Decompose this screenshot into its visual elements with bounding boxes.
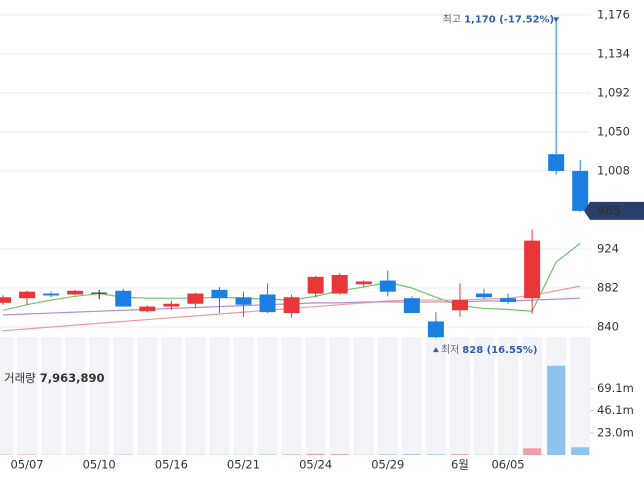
- volume-stripe: [89, 337, 109, 455]
- y-tick-label: 882: [597, 280, 619, 294]
- candle-body: [67, 291, 83, 295]
- candle-body: [284, 297, 300, 313]
- candle-body: [500, 298, 516, 302]
- volume-bar: [283, 454, 301, 455]
- candle-body: [236, 297, 252, 304]
- candle-body: [308, 277, 324, 294]
- volume-label: 거래량: [4, 371, 36, 385]
- volume-stripe: [209, 337, 229, 455]
- volume-stripe: [330, 337, 350, 455]
- candle-body: [163, 304, 179, 307]
- x-tick-label: 05/21: [227, 458, 260, 472]
- volume-tick-label: 23.0m: [597, 425, 634, 439]
- candle-body: [211, 290, 227, 298]
- candle-body: [187, 294, 203, 304]
- volume-tick-label: 46.1m: [597, 403, 634, 417]
- current-price: 965: [597, 203, 621, 217]
- y-tick-label: 1,176: [597, 7, 630, 21]
- volume-stripe: [354, 337, 374, 455]
- volume-bar: [523, 448, 541, 455]
- x-tick-label: 05/24: [299, 458, 332, 472]
- volume-stripe: [306, 337, 326, 455]
- volume-value: 7,963,890: [40, 371, 105, 385]
- volume-bar: [403, 454, 421, 455]
- volume-stripe: [185, 337, 205, 455]
- x-tick-label: 05/10: [83, 458, 116, 472]
- volume-bar: [571, 447, 589, 455]
- volume-bar: [427, 454, 445, 455]
- volume-stripe: [137, 337, 157, 455]
- volume-bar: [331, 454, 349, 455]
- candle-body: [91, 293, 107, 294]
- candle-body: [476, 294, 492, 298]
- y-tick-label: 1,050: [597, 124, 630, 138]
- volume-stripe: [258, 337, 278, 455]
- y-tick-label: 1,008: [597, 163, 630, 177]
- x-tick-label: 6월: [451, 458, 469, 472]
- candle-body: [19, 292, 35, 299]
- low-label: 최저: [441, 344, 459, 356]
- candle-body: [43, 294, 59, 296]
- volume-stripe: [0, 337, 13, 455]
- candle-body: [428, 321, 444, 337]
- volume-stripe: [17, 337, 37, 455]
- volume-bar: [307, 454, 325, 455]
- candle-body: [115, 291, 131, 307]
- x-tick-label: 05/07: [10, 458, 43, 472]
- candle-body: [260, 294, 276, 312]
- y-tick-label: 1,134: [597, 46, 630, 60]
- volume-stripe: [65, 337, 85, 455]
- volume-bar: [379, 454, 397, 455]
- candle-body: [356, 281, 372, 284]
- candle-body: [452, 300, 468, 310]
- volume-stripe: [282, 337, 302, 455]
- volume-bar: [547, 366, 565, 455]
- y-tick-label: 1,092: [597, 85, 630, 99]
- y-tick-label: 840: [597, 319, 619, 333]
- volume-tick-label: 69.1m: [597, 381, 634, 395]
- candle-body: [332, 275, 348, 294]
- volume-stripe: [41, 337, 61, 455]
- volume-stripe: [113, 337, 133, 455]
- candle-body: [572, 171, 588, 211]
- high-label: 최고: [443, 13, 461, 25]
- volume-stripe: [378, 337, 398, 455]
- candle-body: [548, 154, 564, 171]
- volume-stripe: [161, 337, 181, 455]
- background: [0, 15, 594, 455]
- y-tick-label: 924: [597, 241, 619, 255]
- candle-body: [524, 241, 540, 299]
- volume-stripe: [570, 337, 590, 455]
- volume-stripe: [234, 337, 254, 455]
- volume-bar: [451, 454, 469, 455]
- candle-body: [404, 298, 420, 313]
- low-value: 828 (16.55%): [462, 345, 537, 356]
- candle-body: [139, 307, 155, 312]
- volume-title: 거래량 7,963,890: [4, 371, 105, 385]
- high-value: 1,170 (-17.52%): [464, 14, 554, 25]
- volume-stripe: [402, 337, 422, 455]
- x-tick-label: 05/16: [155, 458, 188, 472]
- candle-body: [0, 297, 11, 303]
- candle-body: [380, 281, 396, 292]
- x-tick-label: 06/05: [491, 458, 524, 472]
- x-tick-label: 05/29: [371, 458, 404, 472]
